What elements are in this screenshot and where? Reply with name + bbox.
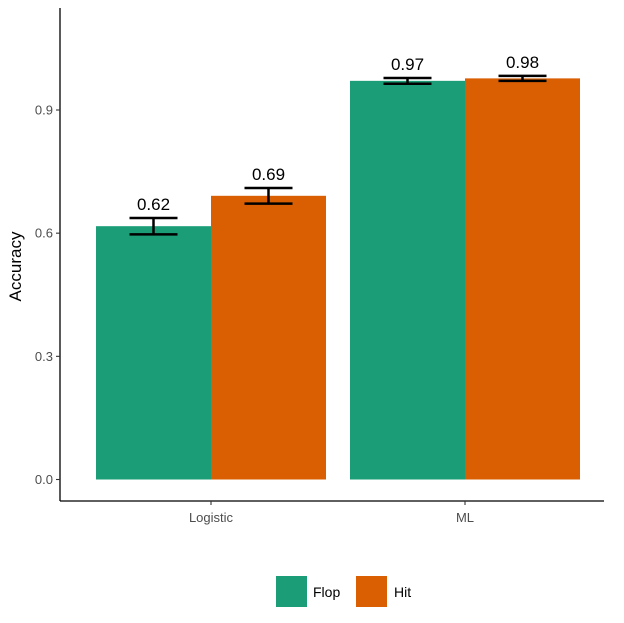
legend-label: Flop xyxy=(313,584,340,600)
y-axis-title: Accuracy xyxy=(6,231,25,301)
error-bar-ml-flop xyxy=(383,76,432,85)
bar-ml-hit xyxy=(465,78,580,480)
bar-ml-flop xyxy=(350,80,465,480)
bar-logistic-hit xyxy=(211,195,326,480)
error-bar-logistic-flop xyxy=(129,216,178,236)
y-tick-label: 0.3 xyxy=(35,349,53,364)
data-label-ml-flop: 0.97 xyxy=(391,55,424,74)
data-label-logistic-flop: 0.62 xyxy=(137,195,170,214)
bar-logistic-flop xyxy=(96,226,211,480)
x-tick-label: Logistic xyxy=(189,510,234,525)
legend-label: Hit xyxy=(394,584,411,600)
y-tick-label: 0.6 xyxy=(35,226,53,241)
data-label-ml-hit: 0.98 xyxy=(506,53,539,72)
data-label-logistic-hit: 0.69 xyxy=(252,165,285,184)
legend-swatch xyxy=(276,576,307,607)
error-bar-logistic-hit xyxy=(244,186,293,205)
legend-swatch xyxy=(356,576,387,607)
error-bars-layer xyxy=(129,74,547,236)
axes-layer: 0.0 0.3 0.6 0.9 Logistic ML Accuracy xyxy=(6,8,604,525)
y-tick-label: 0.9 xyxy=(35,103,53,118)
error-bar-ml-hit xyxy=(498,74,547,83)
y-tick-label: 0.0 xyxy=(35,472,53,487)
legend: Flop Hit xyxy=(276,576,411,607)
data-labels-layer: 0.62 0.69 0.97 0.98 xyxy=(137,53,539,214)
legend-item-hit: Hit xyxy=(356,576,411,607)
x-tick-label: ML xyxy=(456,510,474,525)
legend-item-flop: Flop xyxy=(276,576,340,607)
bars-layer xyxy=(96,78,580,480)
